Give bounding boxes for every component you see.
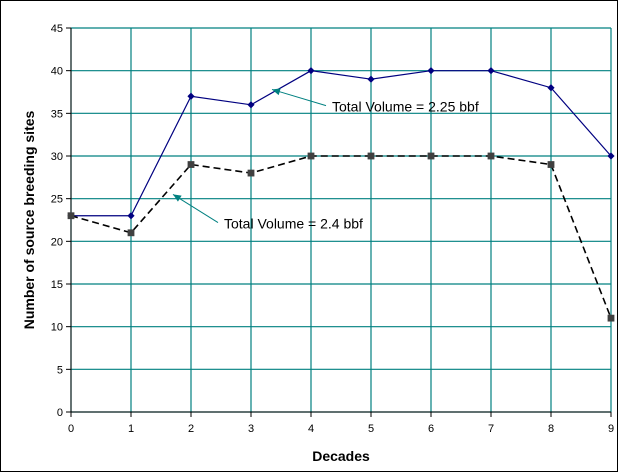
annotation-arrowhead: [272, 88, 281, 96]
series-2-point: [67, 212, 75, 220]
annotation-label: Total Volume = 2.25 bbf: [332, 99, 479, 115]
x-tick-label: 2: [188, 423, 194, 435]
series-2-point: [367, 152, 375, 160]
x-tick-label: 9: [608, 423, 614, 435]
x-tick-label: 6: [428, 423, 434, 435]
y-tick-label: 0: [57, 407, 63, 419]
y-tick-label: 20: [51, 236, 63, 248]
series-line-1: [71, 70, 612, 217]
x-tick-label: 7: [488, 423, 494, 435]
y-axis-title: Number of source breeding sites: [21, 110, 37, 329]
series-line-2: [70, 155, 612, 319]
series-2-point: [187, 161, 195, 168]
series-2-point: [547, 161, 555, 168]
series-2-point: [307, 152, 315, 160]
annotation-arrow-line: [172, 193, 219, 223]
annotation-arrowhead: [173, 194, 182, 202]
x-tick-label: 0: [68, 423, 74, 435]
annotations: Total Volume = 2.25 bbf Total Volume = 2.…: [172, 88, 479, 232]
series-1-point: [607, 152, 615, 160]
annotation-arrow-line: [271, 88, 327, 107]
x-tick-label: 1: [128, 423, 134, 435]
series-1-point: [247, 101, 255, 109]
y-tick-label: 45: [51, 23, 63, 35]
series-2-point: [487, 152, 495, 160]
series-1-point: [127, 212, 135, 220]
y-tick-label: 35: [51, 108, 63, 120]
series-1-point: [427, 67, 435, 75]
x-tick-label: 8: [548, 423, 554, 435]
y-tick-label: 5: [57, 364, 63, 376]
x-axis-title: Decades: [312, 448, 370, 464]
series-lines: [67, 67, 615, 322]
x-tick-label: 4: [308, 423, 314, 435]
series-1-point: [547, 84, 555, 92]
series-1-point: [307, 67, 315, 75]
y-tick-label: 15: [51, 279, 63, 291]
y-tick-label: 10: [51, 322, 63, 334]
series-2-point: [607, 314, 615, 322]
series-2-point: [427, 152, 435, 160]
series-1-point: [487, 67, 495, 75]
series-1-point: [187, 92, 195, 100]
y-tick-label: 30: [51, 151, 63, 163]
series-2-point: [247, 169, 255, 177]
x-tick-label: 3: [248, 423, 254, 435]
annotation-label: Total Volume = 2.4 bbf: [224, 216, 363, 232]
x-tick-label: 5: [368, 423, 374, 435]
plot-area: [71, 28, 611, 412]
series-1-point: [367, 75, 375, 83]
y-tick-label: 25: [51, 194, 63, 206]
y-tick-label: 40: [51, 66, 63, 78]
series-2-point: [127, 229, 135, 237]
